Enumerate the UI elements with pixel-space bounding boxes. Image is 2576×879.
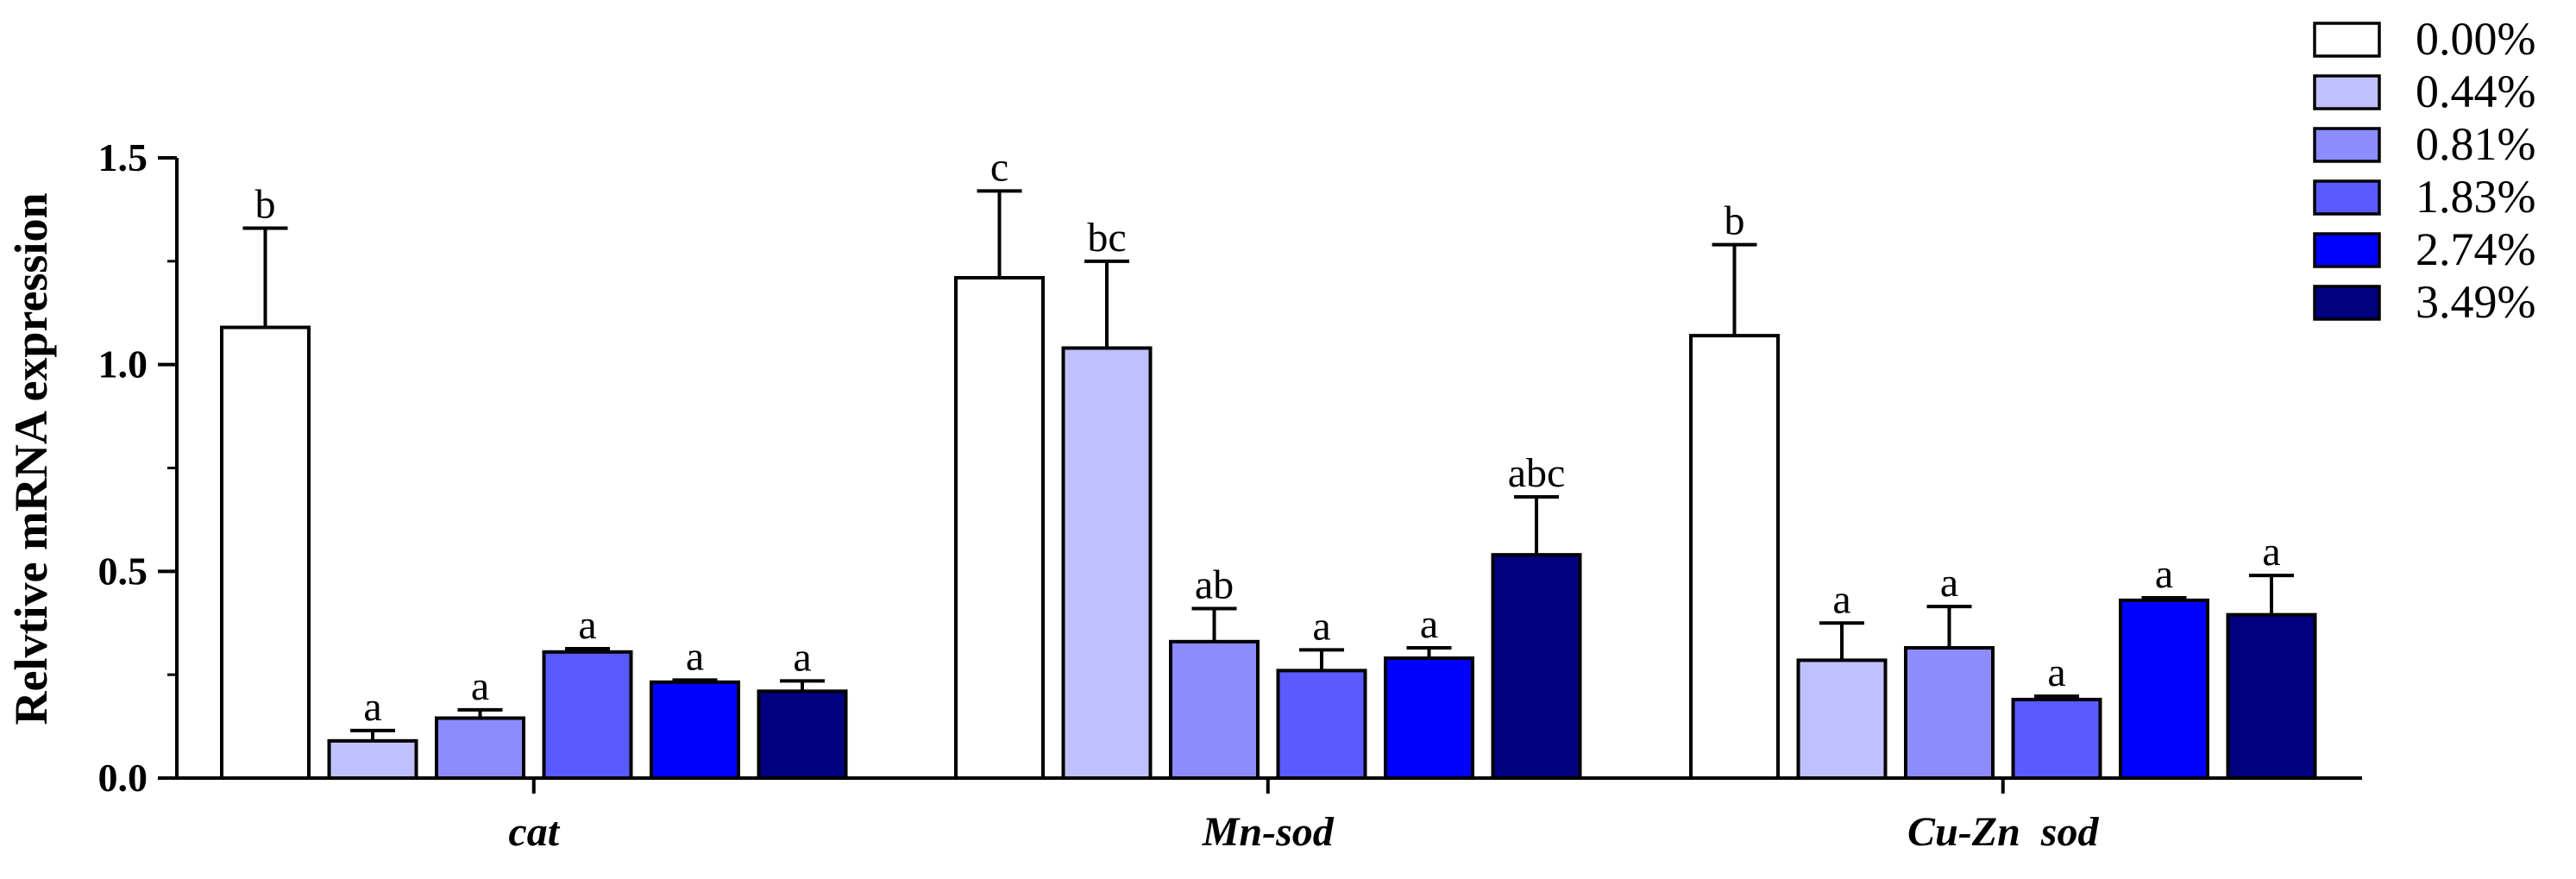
significance-label: ab xyxy=(1195,562,1234,607)
significance-label: a xyxy=(1420,601,1438,647)
significance-label: abc xyxy=(1508,450,1566,496)
legend-label: 1.83% xyxy=(2416,171,2535,223)
significance-label: a xyxy=(1832,576,1850,622)
bar xyxy=(2119,598,2209,780)
bar xyxy=(757,689,848,781)
x-category-label: Cu-Zn sod xyxy=(1907,809,2099,855)
legend-label: 0.00% xyxy=(2416,13,2535,65)
significance-label: a xyxy=(2262,529,2280,574)
legend: 0.00%0.44%0.81%1.83%2.74%3.49% xyxy=(2313,13,2535,328)
significance-label: a xyxy=(2047,650,2065,695)
bar xyxy=(1904,646,1995,781)
x-category-label: cat xyxy=(508,809,560,855)
bar xyxy=(1689,334,1780,780)
significance-label: a xyxy=(363,684,381,730)
significance-label: c xyxy=(990,144,1008,190)
bar xyxy=(1384,656,1474,781)
bar xyxy=(1491,553,1582,780)
bar xyxy=(1061,346,1153,780)
bar xyxy=(954,276,1045,780)
y-tick-label: 0.5 xyxy=(98,549,148,593)
legend-swatch xyxy=(2313,179,2381,216)
significance-label: a xyxy=(578,602,596,648)
bar xyxy=(542,650,633,781)
significance-label: b xyxy=(1725,198,1745,244)
significance-label: b xyxy=(255,181,276,227)
bar xyxy=(435,716,525,780)
bar xyxy=(2226,612,2317,780)
bar xyxy=(650,680,740,781)
y-tick-label: 0.0 xyxy=(98,756,148,800)
axes: 0.0 0.5 1.0 1.5 cat Mn-sod Cu-Zn sod xyxy=(98,135,2362,855)
significance-label: a xyxy=(1940,560,1958,606)
bar xyxy=(220,325,311,780)
bar xyxy=(1276,669,1367,781)
legend-swatch xyxy=(2313,22,2381,58)
significance-label: a xyxy=(686,633,704,679)
legend-label: 2.74% xyxy=(2416,223,2535,275)
significance-label: a xyxy=(471,663,489,709)
legend-swatch xyxy=(2313,232,2381,268)
significance-label: a xyxy=(1312,603,1330,649)
significance-label: a xyxy=(2155,551,2173,597)
significance-label: bc xyxy=(1087,215,1126,261)
bar xyxy=(327,738,418,780)
bar xyxy=(1796,658,1888,781)
significance-label: a xyxy=(793,634,811,680)
y-tick-label: 1.5 xyxy=(98,135,148,179)
bar xyxy=(1169,639,1260,780)
legend-label: 3.49% xyxy=(2416,276,2535,328)
legend-label: 0.44% xyxy=(2416,66,2535,117)
legend-swatch xyxy=(2313,127,2381,163)
legend-swatch xyxy=(2313,285,2381,321)
y-tick-label: 1.0 xyxy=(98,342,148,386)
legend-swatch xyxy=(2313,74,2381,110)
y-axis-label: Relvtive mRNA expression xyxy=(5,193,57,725)
legend-label: 0.81% xyxy=(2416,118,2535,170)
x-category-label: Mn-sod xyxy=(1202,809,1335,855)
bar xyxy=(2011,697,2102,781)
